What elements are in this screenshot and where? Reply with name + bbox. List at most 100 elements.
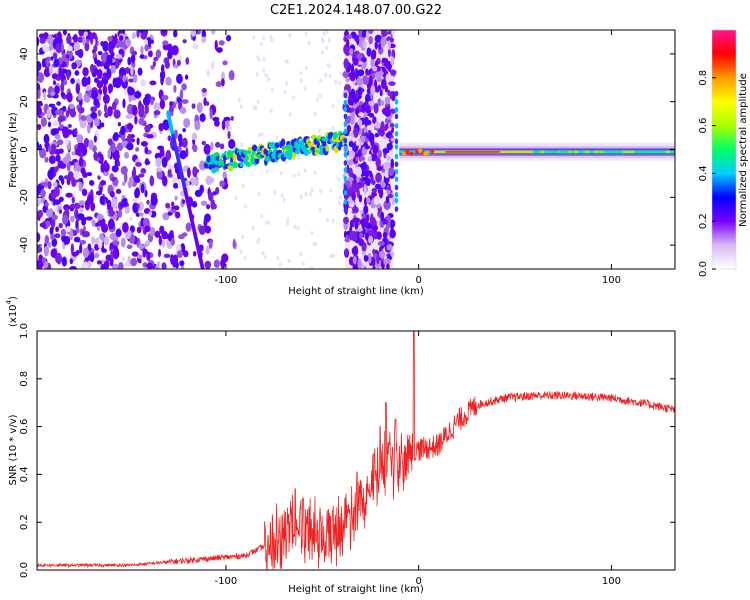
heatmap-cell — [364, 170, 370, 178]
heatmap-cell — [387, 40, 391, 50]
heatmap-cell — [159, 148, 165, 157]
heatmap-cell — [122, 98, 126, 109]
heatmap-cell — [324, 72, 328, 78]
heatmap-cell — [363, 205, 369, 215]
heatmap-cell — [58, 175, 64, 181]
heatmap-cell — [387, 193, 394, 199]
heatmap-cell — [265, 169, 269, 174]
heatmap-cell — [126, 123, 134, 130]
heatmap-cell — [174, 195, 178, 201]
heatmap-cell — [158, 248, 162, 258]
heatmap-cell — [299, 70, 303, 76]
heatmap-cell — [179, 260, 185, 267]
heatmap-spike-cell — [394, 98, 399, 105]
heatmap-cell — [283, 90, 287, 95]
heatmap-cell — [384, 106, 390, 115]
heatmap-cell — [205, 175, 213, 186]
heatmap-spike-cell — [343, 92, 348, 99]
heatmap-cell — [387, 186, 392, 191]
heatmap-cell — [144, 146, 149, 154]
heatmap-cell — [177, 133, 183, 143]
heatmap-cell — [39, 222, 47, 228]
heatmap-cell — [55, 154, 61, 163]
heatmap-cell — [204, 213, 211, 223]
snr-series-line — [37, 331, 675, 570]
heatmap-cell — [372, 146, 378, 155]
heatmap-cell — [86, 90, 91, 96]
heatmap-cell — [150, 97, 154, 106]
heatmap-cell — [125, 114, 133, 119]
heatmap-cell — [109, 242, 114, 250]
heatmap-cell — [114, 77, 122, 89]
spectrogram-x-tick-label: -100 — [215, 275, 238, 286]
heatmap-cell — [167, 135, 172, 142]
heatmap-cell — [112, 248, 120, 260]
heatmap-cell — [136, 203, 140, 210]
heatmap-cell — [61, 105, 67, 112]
heatmap-cell — [215, 141, 221, 148]
heatmap-cell — [117, 161, 121, 167]
heatmap-cell — [178, 55, 183, 61]
heatmap-cell — [384, 85, 389, 93]
heatmap-cell — [40, 189, 46, 198]
heatmap-cell — [109, 44, 114, 49]
heatmap-cell — [380, 30, 387, 38]
heatmap-cell — [363, 125, 367, 134]
heatmap-cell — [135, 147, 140, 152]
heatmap-cell — [190, 30, 197, 37]
heatmap-cell — [50, 56, 54, 61]
heatmap-cell — [234, 195, 238, 201]
heatmap-cell — [356, 188, 360, 199]
heatmap-cell — [387, 62, 392, 72]
heatmap-cell — [369, 173, 374, 178]
heatmap-cell — [58, 222, 63, 229]
heatmap-cell — [373, 103, 379, 114]
heatmap-cell — [221, 119, 226, 131]
heatmap-cell — [192, 177, 199, 186]
heatmap-line-spot — [560, 150, 566, 154]
heatmap-cell — [118, 35, 124, 41]
heatmap-cell — [100, 180, 107, 186]
heatmap-cell — [138, 107, 145, 118]
heatmap-cell — [57, 31, 62, 39]
heatmap-cell — [256, 55, 260, 60]
heatmap-cell — [67, 45, 73, 52]
spectrogram-y-tick-label: 40 — [19, 48, 30, 61]
heatmap-cell — [366, 47, 372, 57]
heatmap-cell — [356, 35, 360, 46]
heatmap-cell — [257, 133, 261, 138]
heatmap-cell — [199, 184, 205, 194]
heatmap-cell — [45, 208, 54, 218]
heatmap-cell — [102, 94, 110, 104]
heatmap-cell — [144, 225, 151, 233]
heatmap-cell — [50, 233, 56, 241]
heatmap-cell — [352, 57, 359, 66]
heatmap-cell — [132, 105, 138, 116]
heatmap-cell — [40, 196, 45, 203]
heatmap-cell — [76, 227, 80, 234]
heatmap-cell — [212, 116, 220, 122]
heatmap-cell — [37, 61, 42, 72]
heatmap-cell — [80, 115, 87, 121]
heatmap-spike-cell — [343, 199, 348, 205]
heatmap-cell — [180, 265, 185, 269]
colorbar-frame — [711, 29, 737, 270]
heatmap-cell — [119, 203, 125, 208]
heatmap-cell — [374, 71, 382, 80]
heatmap-cell — [346, 124, 352, 133]
heatmap-cell — [173, 30, 178, 38]
heatmap-cell — [153, 56, 159, 62]
heatmap-cell — [170, 237, 175, 246]
heatmap-cell — [377, 240, 385, 247]
heatmap-cell — [206, 69, 210, 78]
heatmap-cell — [227, 130, 231, 140]
snr-y-tick-label: 0.4 — [19, 466, 30, 482]
heatmap-cell — [343, 230, 347, 239]
heatmap-cell — [226, 34, 232, 42]
heatmap-cell — [349, 48, 354, 56]
heatmap-cell — [144, 160, 151, 165]
snr-y-ticks: 0.0 0.2 0.4 0.6 0.8 1.0 — [19, 323, 675, 578]
heatmap-cell — [86, 172, 93, 177]
heatmap-line-spot — [641, 150, 647, 154]
heatmap-cell — [344, 237, 351, 243]
